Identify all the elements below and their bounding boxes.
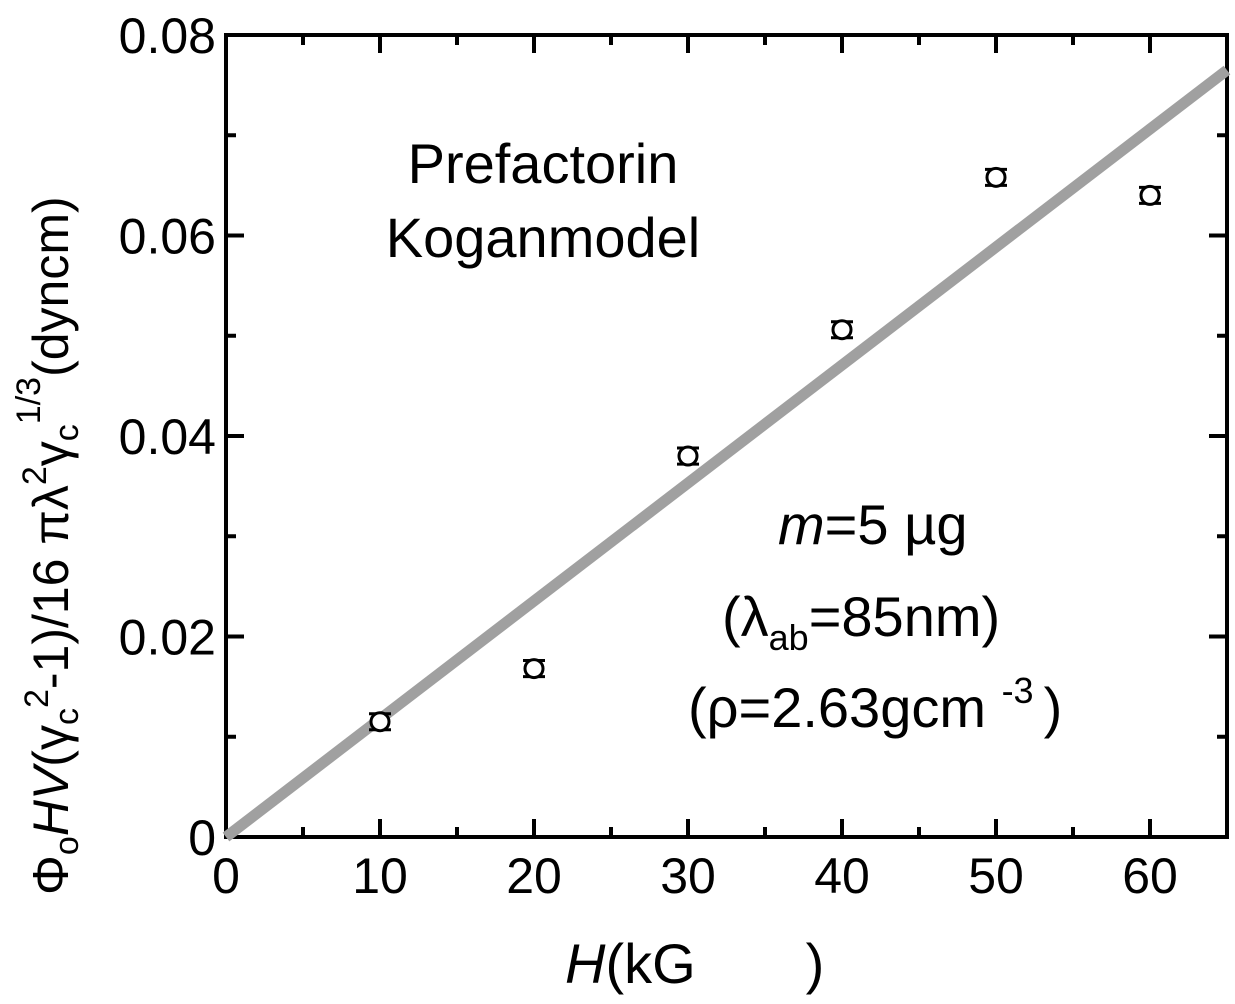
data-point	[831, 319, 853, 341]
axis-tick-labels: 0 10 20 30 40 50 60 0 0.02 0.04 0.06 0.08	[119, 8, 1178, 904]
data-marks	[222, 65, 1231, 842]
y-axis-label-exponent: 1/3	[10, 377, 48, 424]
x-tick-label: 50	[968, 848, 1024, 904]
annotation-mass-symbol: m	[778, 493, 825, 556]
y-axis-label-square-2: 2	[16, 466, 54, 485]
y-axis-label-unit: (dyncm)	[23, 196, 79, 377]
annotation-mass: m=5 µg	[778, 493, 967, 556]
y-axis-label-hv: HV	[23, 762, 79, 836]
x-axis-label: H(kG)	[565, 932, 824, 995]
data-point	[523, 658, 545, 680]
y-axis-label-phi: Φ	[23, 855, 79, 895]
annotation-lambda-value: =85nm)	[809, 585, 1000, 648]
x-tick-label: 10	[352, 848, 408, 904]
x-axis-label-unit: (kG	[605, 932, 695, 995]
axis-ticks	[224, 33, 1227, 839]
annotation-rho-value: (ρ=2.63gcm	[688, 676, 1002, 739]
y-axis-label-middle: -1)/16 πλ	[23, 485, 79, 689]
x-tick-label: 20	[506, 848, 562, 904]
y-tick-label: 0.02	[119, 610, 216, 666]
data-point	[985, 166, 1007, 188]
data-point	[677, 445, 699, 467]
x-tick-label: 60	[1122, 848, 1178, 904]
fit-line	[222, 65, 1231, 842]
y-axis-label-square-1: 2	[18, 689, 56, 708]
y-axis-label: ΦoHV(γc2-1)/16 πλ2γc1/3(dyncm)	[10, 196, 86, 895]
data-point	[1139, 184, 1161, 206]
annotation-lambda-sub: ab	[769, 617, 809, 658]
data-point	[369, 711, 391, 733]
y-axis-label-gamma-sub-2: c	[48, 424, 86, 441]
y-axis-label-gamma-sub: c	[48, 708, 86, 725]
annotation-lambda: (λab=85nm)	[722, 585, 1000, 658]
x-tick-label: 0	[212, 848, 240, 904]
x-tick-label: 30	[660, 848, 716, 904]
annotation-rho: (ρ=2.63gcm -3)	[688, 670, 1062, 739]
annotation-model-line2: Koganmodel	[386, 206, 700, 269]
x-axis-label-symbol: H	[565, 932, 606, 995]
y-tick-label: 0.04	[119, 409, 216, 465]
y-axis-label-phi-sub: o	[48, 836, 86, 855]
annotation-rho-close: )	[1044, 676, 1063, 739]
y-tick-label: 0.08	[119, 8, 216, 64]
annotation-model-line1: Prefactorin	[408, 132, 679, 195]
annotation-lambda-open: (λ	[722, 585, 769, 648]
annotation-mass-value: =5 µg	[825, 493, 968, 556]
x-tick-label: 40	[814, 848, 870, 904]
y-axis-label-gamma: γ	[23, 441, 79, 466]
x-axis-label-close: )	[806, 932, 825, 995]
y-tick-label: 0	[188, 810, 216, 866]
annotation-rho-exponent: -3	[1002, 670, 1034, 711]
y-tick-label: 0.06	[119, 209, 216, 265]
y-axis-label-gamma-open: (γ	[23, 725, 79, 767]
